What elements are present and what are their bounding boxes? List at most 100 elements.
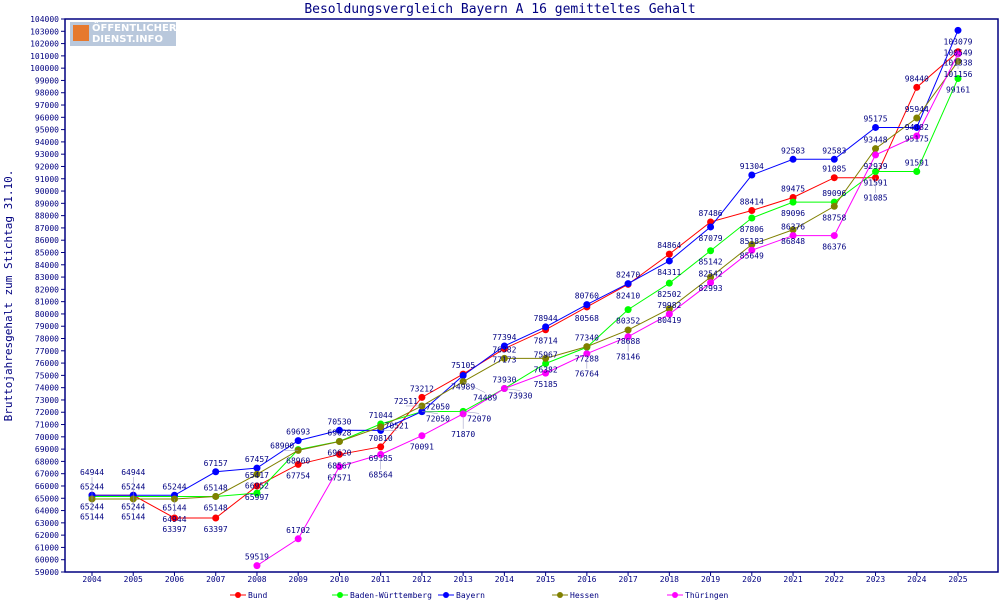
data-label: 70521 [385,421,409,430]
data-point [830,174,838,182]
data-point [665,257,673,265]
y-tick-label: 98000 [35,89,59,98]
data-label: 69620 [327,448,351,457]
data-point [335,437,343,445]
data-label: 82993 [699,284,723,293]
data-point [212,468,220,476]
data-label: 89096 [781,209,805,218]
data-point [665,310,673,318]
y-tick-label: 90000 [35,187,59,196]
data-point [624,326,632,334]
y-tick-label: 62000 [35,531,59,540]
data-label: 63397 [204,525,228,534]
data-point [707,218,715,226]
y-tick-label: 94000 [35,138,59,147]
data-point [335,450,343,458]
data-point [500,342,508,350]
x-tick-label: 2019 [701,575,720,584]
data-label: 80760 [575,292,599,301]
series-line-0 [92,51,959,519]
plot-frame [64,18,999,573]
data-point [253,489,261,497]
x-tick-label: 2018 [660,575,679,584]
data-point [748,246,756,254]
data-label: 71044 [369,411,393,420]
x-tick-label: 2020 [742,575,761,584]
data-point [913,83,921,91]
logo-line1: ÖFFENTLICHER [92,23,177,34]
x-tick-label: 2024 [907,575,926,584]
data-point [335,463,343,471]
y-tick-label: 87000 [35,224,59,233]
data-point [335,426,343,434]
data-label: 86376 [781,223,805,232]
y-tick-label: 78000 [35,335,59,344]
data-label: 93448 [863,136,887,145]
data-label: 95944 [905,105,929,114]
logo-mark-icon [73,25,89,41]
x-tick-label: 2005 [124,575,143,584]
data-point [542,354,550,362]
y-tick-label: 79000 [35,322,59,331]
data-label: 72050 [426,403,450,412]
y-tick-label: 67000 [35,470,59,479]
legend-marker [337,592,343,598]
data-label: 68960 [286,457,310,466]
data-label: 67571 [327,474,351,483]
data-label: 78944 [534,314,558,323]
data-label: 103079 [944,37,973,46]
data-point [542,359,550,367]
data-label: 63397 [162,525,186,534]
data-label: 80568 [575,314,599,323]
data-point [707,223,715,231]
data-label: 68900 [270,441,294,450]
data-label: 64944 [80,468,104,477]
data-point [212,492,220,500]
data-label: 75967 [534,350,558,359]
data-point [913,167,921,175]
data-point [294,535,302,543]
y-tick-label: 66000 [35,482,59,491]
data-point [377,423,385,431]
series-line-4 [256,53,959,567]
data-label: 65144 [121,512,145,521]
data-point [789,198,797,206]
data-label: 67457 [245,455,269,464]
y-tick-label: 76000 [35,359,59,368]
data-point [830,155,838,163]
y-axis-label: Bruttojahresgehalt zum Stichtag 31.10. [2,170,15,422]
data-point [418,432,426,440]
data-label: 65148 [204,483,228,492]
data-point [789,226,797,234]
data-point [542,323,550,331]
data-label: 65997 [245,493,269,502]
data-point [542,369,550,377]
data-label: 94482 [905,123,929,132]
data-label: 95175 [905,134,929,143]
data-label: 65244 [162,482,186,491]
y-tick-label: 75000 [35,371,59,380]
data-point [872,151,880,159]
data-label: 72070 [467,414,491,423]
x-tick-label: 2009 [289,575,308,584]
data-point [294,460,302,468]
data-label: 101156 [944,70,973,79]
data-point [253,470,261,478]
data-point [830,232,838,240]
y-tick-label: 86000 [35,236,59,245]
y-tick-label: 82000 [35,285,59,294]
data-point [253,482,261,490]
legend-label: Thüringen [685,591,729,600]
data-label: 68564 [369,470,393,479]
data-point [253,464,261,472]
y-tick-label: 63000 [35,519,59,528]
data-label: 77340 [575,334,599,343]
x-tick-label: 2013 [454,575,473,584]
y-tick-label: 88000 [35,212,59,221]
data-label: 91085 [822,165,846,174]
data-label: 85183 [740,237,764,246]
data-point [707,273,715,281]
y-tick-label: 69000 [35,445,59,454]
x-tick-label: 2007 [206,575,225,584]
data-point [500,354,508,362]
